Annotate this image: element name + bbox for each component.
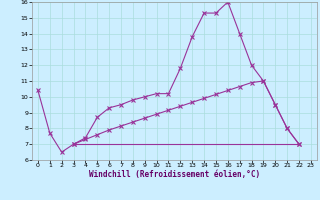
X-axis label: Windchill (Refroidissement éolien,°C): Windchill (Refroidissement éolien,°C) xyxy=(89,170,260,179)
